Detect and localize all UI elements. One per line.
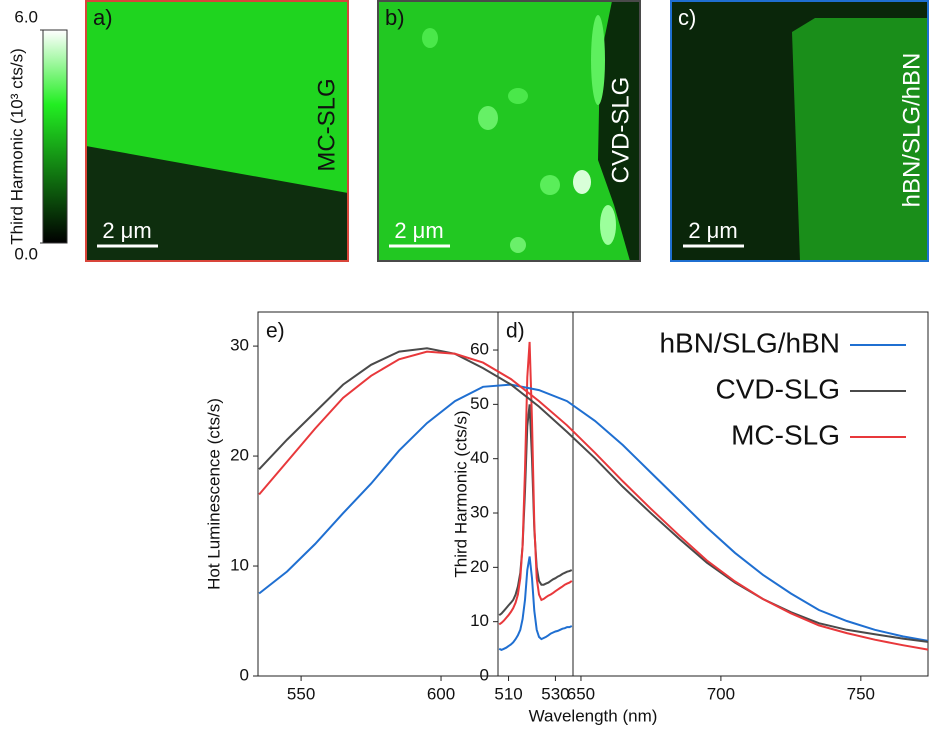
legend-label: hBN/SLG/hBN	[659, 327, 840, 358]
image-a: a) MC-SLG 2 μm	[86, 1, 348, 261]
sample-label: hBN/SLG/hBN	[898, 53, 925, 208]
y-tick-label: 0	[240, 665, 249, 684]
y-tick-label: 60	[470, 340, 489, 359]
x-axis-label: Wavelength (nm)	[529, 706, 658, 725]
colorbar-label: Third Harmonic (10³ cts/s)	[7, 48, 26, 244]
scale-bar-label: 2 μm	[394, 218, 443, 243]
y-tick-label: 20	[470, 557, 489, 576]
y-tick-label: 30	[230, 336, 249, 355]
figure: a) MC-SLG 2 μm b) CVD-SLG 2 μm c) hBN/SL…	[0, 0, 929, 735]
panel-label: c)	[678, 5, 696, 30]
y-axis-label: Third Harmonic (cts/s)	[451, 410, 470, 577]
x-tick-label: 510	[494, 684, 522, 703]
sample-label: CVD-SLG	[607, 77, 634, 184]
series-line	[499, 404, 572, 615]
colorbar	[43, 30, 67, 243]
y-tick-label: 40	[470, 448, 489, 467]
image-b: b) CVD-SLG 2 μm	[378, 1, 640, 261]
y-tick-label: 50	[470, 394, 489, 413]
panel-label: d)	[506, 320, 525, 343]
y-tick-label: 30	[470, 502, 489, 521]
y-tick-label: 10	[470, 611, 489, 630]
y-tick-label: 20	[230, 446, 249, 465]
y-tick-label: 0	[480, 665, 489, 684]
panel-label: b)	[385, 5, 405, 30]
x-tick-label: 550	[287, 684, 315, 703]
legend-label: CVD-SLG	[716, 373, 840, 404]
colorbar-tick-label: 0.0	[14, 244, 38, 263]
x-tick-label: 700	[707, 684, 735, 703]
x-tick-label: 530	[541, 684, 569, 703]
x-tick-label: 650	[567, 684, 595, 703]
scale-bar-label: 2 μm	[688, 218, 737, 243]
image-c: c) hBN/SLG/hBN 2 μm	[671, 1, 928, 261]
panel-label: a)	[93, 5, 113, 30]
scale-bar-label: 2 μm	[102, 218, 151, 243]
plot-frame	[258, 312, 928, 676]
y-tick-label: 10	[230, 556, 249, 575]
x-tick-label: 750	[847, 684, 875, 703]
panel-label: e)	[266, 320, 285, 343]
y-axis-label: Hot Luminescence (cts/s)	[204, 398, 223, 590]
sample-label: MC-SLG	[313, 78, 340, 171]
x-tick-label: 600	[427, 684, 455, 703]
colorbar-tick-label: 6.0	[14, 7, 38, 26]
legend-label: MC-SLG	[731, 419, 840, 450]
